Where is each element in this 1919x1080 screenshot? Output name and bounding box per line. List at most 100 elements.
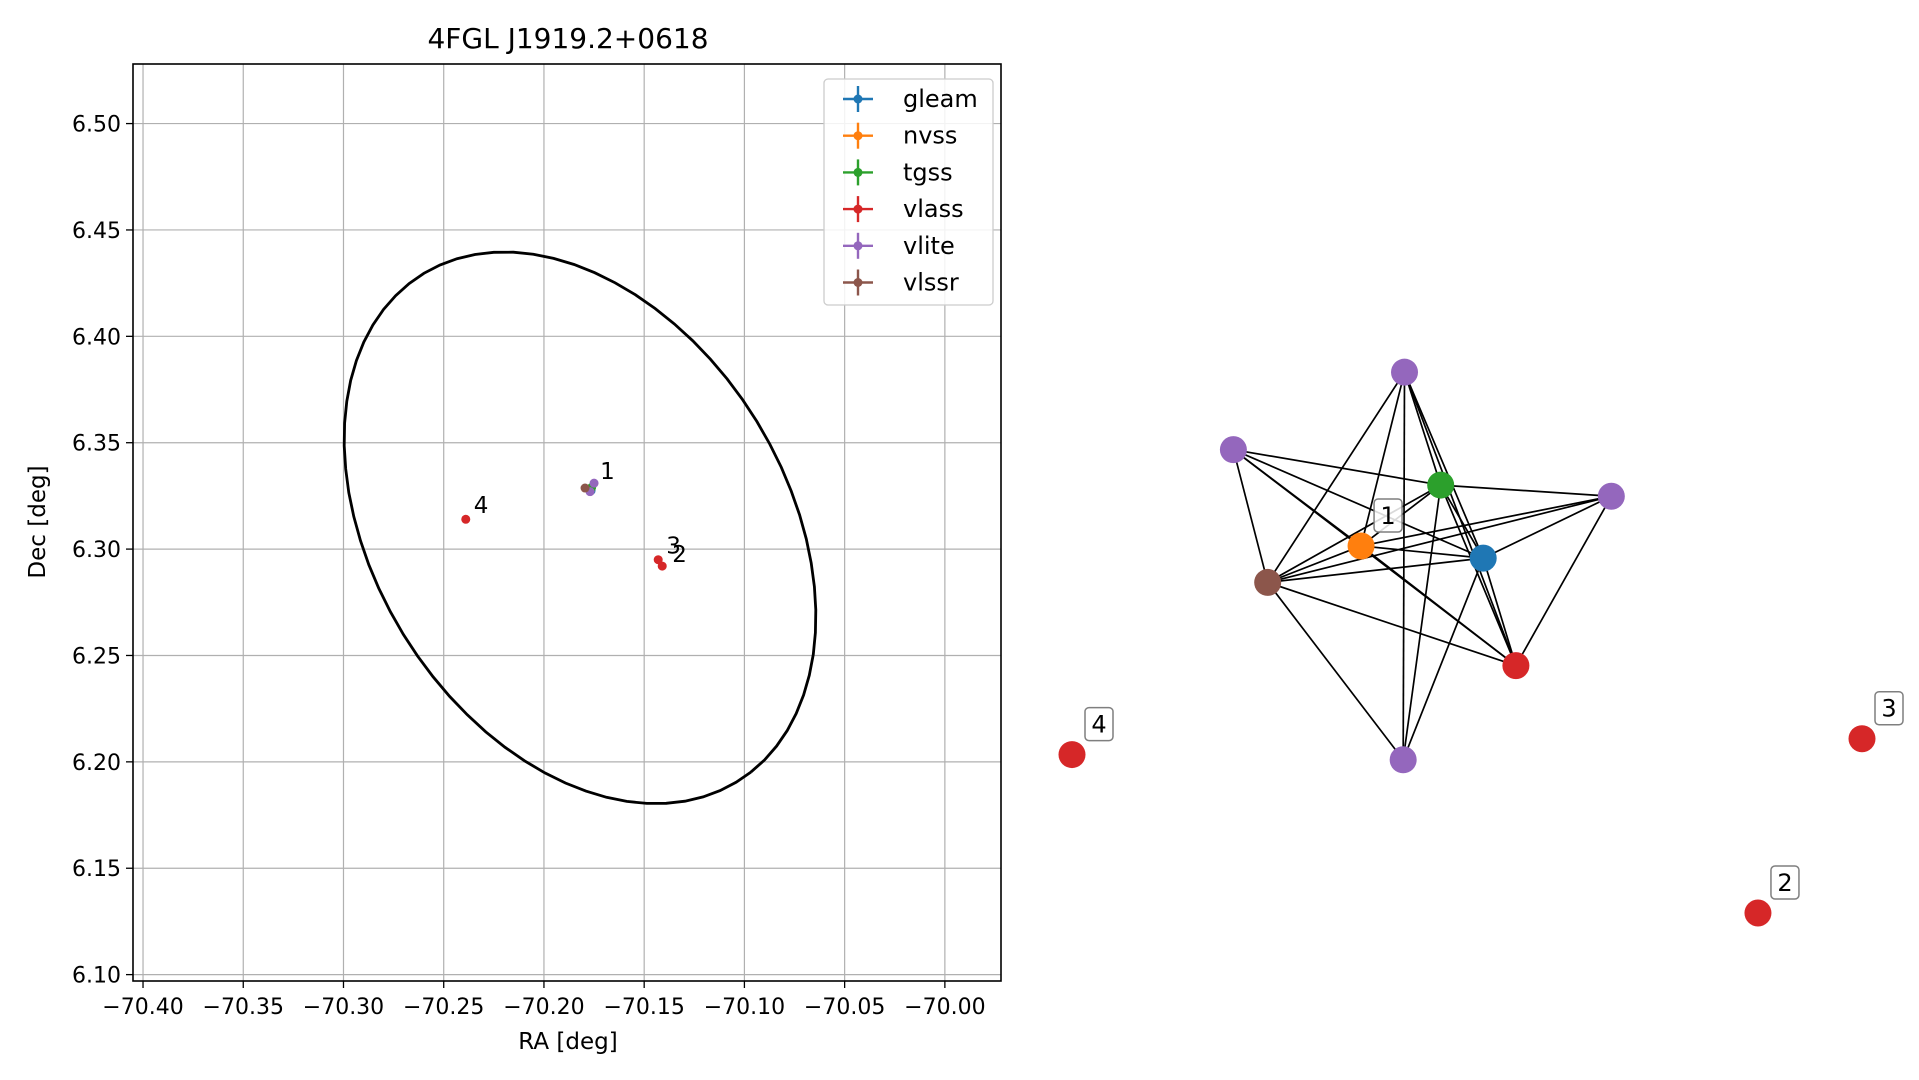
graph-edge [1402, 372, 1406, 760]
y-ticks: 6.10 6.15 6.20 6.25 6.30 6.35 6.40 6.45 6.50 [72, 113, 133, 989]
graph-edge [1267, 545, 1362, 584]
ellipse-layer [342, 250, 818, 805]
graph-edge [1360, 545, 1517, 667]
point-annotation: 1 [600, 459, 615, 485]
edges-layer [1232, 371, 1613, 761]
legend-label: vlssr [903, 269, 959, 297]
chart-title: 4FGL J1919.2+0618 [427, 22, 708, 55]
x-tick-label: −70.05 [804, 995, 885, 1020]
points-layer [461, 478, 667, 571]
x-tick-label: −70.40 [102, 995, 183, 1020]
node-label-3: 3 [1874, 690, 1904, 726]
graph-edge [1403, 371, 1484, 559]
graph-edge [1482, 495, 1612, 559]
vlite-point [589, 478, 599, 488]
point-annotation: 4 [474, 493, 489, 519]
legend-marker [853, 167, 863, 177]
x-ticks: −70.40 −70.35 −70.30 −70.25 −70.20 −70.15 −70.… [102, 981, 986, 1020]
annotation-layer: 1 4 32 [474, 459, 687, 568]
graph-node-v-left [1219, 436, 1247, 464]
graph-edge [1482, 557, 1517, 666]
graph-node-vlass-2 [1744, 899, 1772, 927]
legend-entry-vlass: vlass [843, 195, 964, 223]
graph-node-v-right [1597, 482, 1625, 510]
x-tick-label: −70.25 [403, 995, 484, 1020]
graph-node-vlass-3 [1848, 725, 1876, 753]
vlass-point [461, 514, 471, 524]
legend-entry-tgss: tgss [843, 158, 953, 186]
graph-edge [1403, 371, 1442, 486]
legend-marker [853, 204, 863, 214]
legend-label: vlite [903, 232, 955, 260]
node-label-1: 1 [1373, 498, 1403, 533]
legend-marker [853, 131, 863, 141]
graph-edge [1267, 484, 1442, 584]
x-tick-label: −70.30 [303, 995, 384, 1020]
y-tick-label: 6.20 [72, 751, 121, 776]
graph-node-vlass-4 [1058, 741, 1086, 769]
graph-edge [1233, 448, 1441, 486]
graph-edge [1439, 484, 1484, 559]
legend-label: vlass [903, 195, 964, 223]
graph-edge [1360, 495, 1612, 547]
node-label-box [1373, 498, 1403, 533]
node-label-text: 1 [1380, 502, 1395, 530]
graph-node-vlass-c [1502, 652, 1530, 680]
y-tick-label: 6.35 [72, 432, 121, 457]
legend-marker [853, 94, 863, 104]
graph-node-vlssr [1254, 568, 1282, 596]
graph-edge [1402, 557, 1484, 761]
point-annotation: 2 [672, 542, 687, 568]
graph-edge [1515, 495, 1613, 667]
legend-marker [853, 278, 863, 287]
legend-label: tgss [903, 158, 953, 186]
legend-entry-vlssr: vlssr [843, 269, 959, 297]
graph-node-v-bottom [1389, 746, 1417, 774]
y-tick-label: 6.45 [72, 219, 121, 244]
y-tick-label: 6.15 [72, 857, 121, 882]
y-tick-label: 6.10 [72, 964, 121, 989]
legend-entry-gleam: gleam [843, 85, 978, 113]
y-axis-label: Dec [deg] [25, 465, 51, 578]
graph-node-v-top [1391, 358, 1419, 386]
graph-edge [1267, 581, 1404, 761]
graph-node-nvss [1347, 532, 1375, 560]
node-label-2: 2 [1770, 865, 1800, 900]
graph-edge [1360, 545, 1484, 559]
legend-label: gleam [903, 85, 978, 113]
graph-edge [1233, 448, 1484, 559]
vlass-point [653, 555, 663, 565]
y-tick-label: 6.25 [72, 644, 121, 669]
network-graph: 1 4 3 2 [1058, 358, 1904, 927]
graph-edge [1267, 557, 1484, 584]
node-label-box [1770, 865, 1800, 900]
legend-entry-nvss: nvss [843, 122, 957, 150]
y-tick-label: 6.30 [72, 538, 121, 563]
vlssr-point [580, 483, 590, 493]
legend-label: nvss [903, 122, 957, 150]
grid [133, 64, 1001, 981]
graph-edge [1440, 484, 1612, 498]
x-tick-label: −70.15 [603, 995, 684, 1020]
node-label-text: 4 [1091, 711, 1106, 739]
graph-edge [1360, 371, 1406, 547]
x-tick-label: −70.00 [904, 995, 985, 1020]
node-label-text: 3 [1881, 695, 1896, 723]
y-tick-label: 6.50 [72, 113, 121, 138]
legend-entry-vlite: vlite [843, 232, 955, 260]
graph-edge [1267, 495, 1612, 584]
x-tick-label: −70.20 [503, 995, 584, 1020]
scatter-chart: 4FGL J1919.2+0618 1 4 32 −70.40 −70.35 −70.3… [25, 22, 1002, 1055]
graph-edge [1266, 371, 1406, 583]
node-label-box [1874, 690, 1904, 726]
node-label-box [1084, 706, 1114, 742]
graph-edge [1232, 449, 1269, 583]
node-label-text: 2 [1777, 869, 1792, 897]
y-tick-label: 6.40 [72, 325, 121, 350]
uncertainty-ellipse [342, 250, 818, 805]
plot-frame [132, 63, 1002, 982]
graph-edge [1439, 484, 1517, 666]
legend-marker [853, 241, 863, 251]
legend: gleam nvss tgss vlass vlite vlssr [823, 78, 994, 306]
